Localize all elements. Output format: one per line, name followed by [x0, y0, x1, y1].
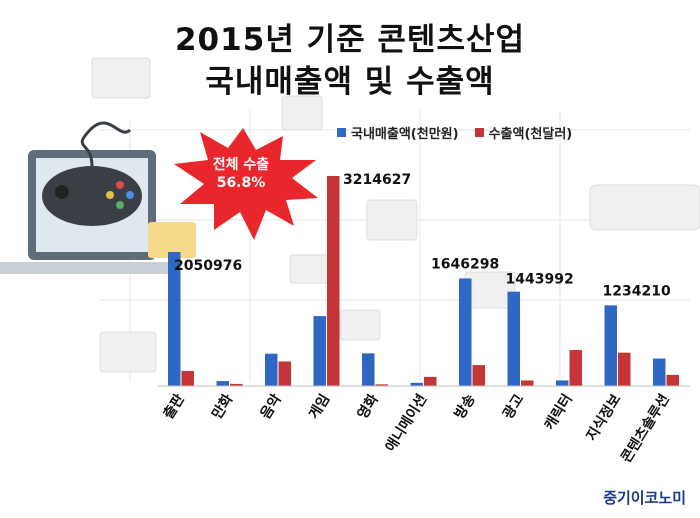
legend-label-domestic: 국내매출액(천만원) [351, 127, 459, 142]
barcode-icon [99, 331, 157, 373]
bar-export-5 [424, 376, 437, 386]
data-label: 2050976 [174, 258, 242, 274]
bar-export-3 [327, 176, 340, 386]
bar-export-10 [666, 374, 679, 386]
x-tick-label: 광고 [499, 391, 527, 422]
calendar-icon [281, 95, 323, 131]
bar-export-6 [472, 365, 485, 386]
x-tick-label: 캐릭터 [542, 392, 576, 433]
bar-domestic-9 [604, 305, 617, 386]
bar-export-2 [278, 361, 291, 386]
callout-text: 전체 수출 56.8% [186, 156, 296, 192]
bar-domestic-5 [410, 382, 423, 386]
source-label: 중기이코노미 [603, 489, 686, 507]
bar-domestic-1 [216, 381, 229, 386]
x-tick-label: 만화 [209, 392, 236, 422]
bar-domestic-8 [556, 380, 569, 386]
legend-item-domestic: 국내매출액(천만원) [337, 123, 459, 142]
legend-label-export: 수출액(천달러) [488, 127, 573, 142]
x-tick-label: 애니메이션 [382, 391, 431, 455]
bar-domestic-0 [168, 252, 181, 386]
smartwatch-icon [589, 184, 700, 231]
bar-export-1 [230, 383, 243, 386]
bar-domestic-10 [653, 358, 666, 386]
callout-burst-shape [174, 128, 318, 240]
x-tick-label: 콘텐츠솔루션 [618, 391, 673, 466]
camera-icon [339, 309, 381, 341]
film-icon [366, 199, 418, 241]
bar-domestic-4 [362, 353, 375, 386]
bar-export-8 [569, 350, 582, 386]
legend-swatch-domestic [337, 128, 346, 137]
legend: 국내매출액(천만원) 수출액(천달러) [337, 123, 572, 142]
music-folder-icon [91, 57, 151, 99]
chart-title-line1: 2015년 기준 콘텐츠산업 [174, 22, 526, 58]
bar-domestic-3 [313, 316, 326, 386]
bar-export-0 [181, 370, 194, 386]
bar-export-7 [521, 380, 534, 386]
laptop-gamepad-icon [0, 121, 196, 274]
data-label: 1646298 [431, 256, 499, 272]
bar-domestic-7 [507, 291, 520, 386]
x-tick-label: 방송 [451, 391, 479, 422]
legend-item-export: 수출액(천달러) [474, 123, 573, 142]
bar-domestic-2 [265, 353, 278, 386]
bar-export-9 [618, 352, 631, 386]
data-label: 3214627 [343, 172, 411, 188]
callout-value: 56.8% [216, 175, 266, 191]
x-tick-label: 음악 [257, 391, 285, 422]
x-tick-label: 게임 [306, 392, 333, 422]
x-tick-label: 영화 [354, 391, 382, 422]
callout-label: 전체 수출 [212, 157, 270, 173]
chart-title-line2: 국내매출액 및 수출액 [205, 64, 495, 100]
bar-export-4 [375, 384, 388, 386]
legend-swatch-export [474, 128, 484, 137]
data-label: 1443992 [506, 272, 574, 288]
x-tick-label: 출판 [160, 391, 188, 422]
data-label: 1234210 [603, 283, 671, 299]
bar-domestic-6 [459, 278, 472, 386]
x-tick-label: 지식정보 [583, 391, 625, 444]
